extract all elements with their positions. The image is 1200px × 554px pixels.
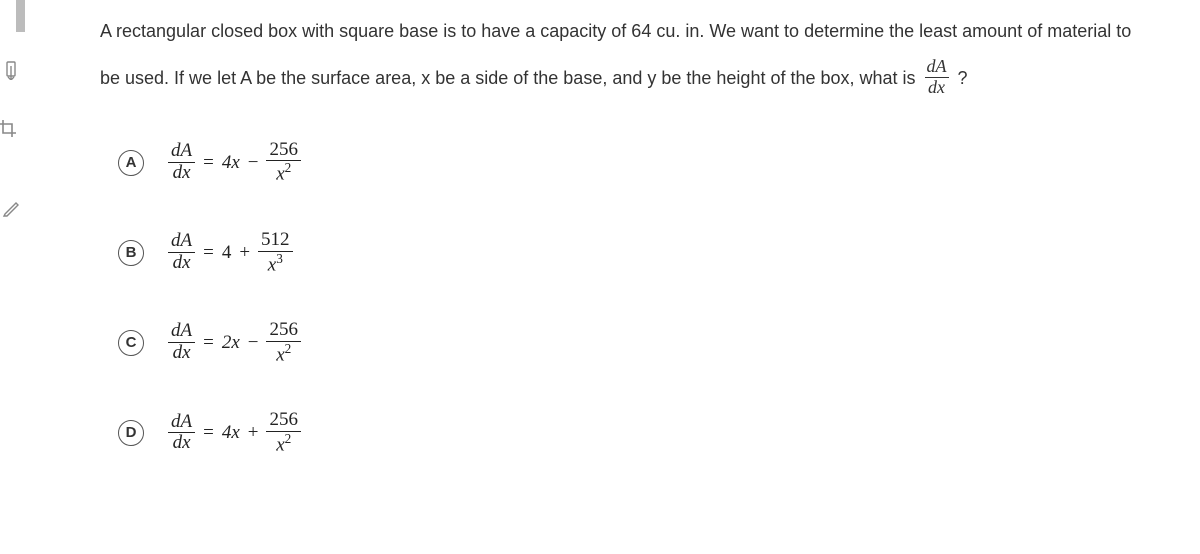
crop-icon[interactable] bbox=[0, 120, 18, 145]
operator: − bbox=[248, 152, 259, 174]
go-to-icon[interactable] bbox=[2, 60, 22, 85]
lhs-fraction: dAdx bbox=[168, 321, 195, 364]
option-math: dAdx = 2x − 256x2 bbox=[168, 320, 301, 366]
question-line-2b: ? bbox=[953, 68, 968, 88]
option-letter: A bbox=[118, 150, 144, 176]
lhs-fraction: dAdx bbox=[168, 231, 195, 274]
option-math: dAdx = 4x + 256x2 bbox=[168, 410, 301, 456]
option-math: dAdx = 4 + 512x3 bbox=[168, 230, 293, 276]
option-letter: B bbox=[118, 240, 144, 266]
equals-sign: = bbox=[203, 242, 214, 264]
operator: − bbox=[248, 332, 259, 354]
option-math: dAdx = 4x − 256x2 bbox=[168, 140, 301, 186]
gray-bar-decoration bbox=[16, 0, 25, 32]
operator: + bbox=[248, 422, 259, 444]
option-d[interactable]: D dAdx = 4x + 256x2 bbox=[118, 410, 1160, 456]
rhs-fraction: 256x2 bbox=[266, 320, 301, 366]
rhs-fraction: 256x2 bbox=[266, 140, 301, 186]
mid-term: 4x bbox=[222, 422, 240, 444]
equals-sign: = bbox=[203, 332, 214, 354]
operator: + bbox=[239, 242, 250, 264]
dA-dx-fraction: dAdx bbox=[925, 57, 949, 98]
lhs-fraction: dAdx bbox=[168, 141, 195, 184]
question-line-2a: be used. If we let A be the surface area… bbox=[100, 68, 921, 88]
option-letter: C bbox=[118, 330, 144, 356]
rhs-fraction: 512x3 bbox=[258, 230, 293, 276]
lhs-fraction: dAdx bbox=[168, 412, 195, 455]
mid-term: 4x bbox=[222, 152, 240, 174]
pen-icon[interactable] bbox=[2, 198, 22, 223]
mid-term: 2x bbox=[222, 332, 240, 354]
question-line-1: A rectangular closed box with square bas… bbox=[100, 8, 1160, 55]
rhs-fraction: 256x2 bbox=[266, 410, 301, 456]
equals-sign: = bbox=[203, 422, 214, 444]
option-letter: D bbox=[118, 420, 144, 446]
equals-sign: = bbox=[203, 152, 214, 174]
options-list: A dAdx = 4x − 256x2 B dAdx = 4 + 512x3 C… bbox=[100, 140, 1160, 456]
mid-term: 4 bbox=[222, 242, 232, 264]
question-text: A rectangular closed box with square bas… bbox=[100, 8, 1160, 102]
option-b[interactable]: B dAdx = 4 + 512x3 bbox=[118, 230, 1160, 276]
left-toolbar bbox=[0, 0, 28, 554]
option-a[interactable]: A dAdx = 4x − 256x2 bbox=[118, 140, 1160, 186]
question-content: A rectangular closed box with square bas… bbox=[100, 8, 1160, 500]
option-c[interactable]: C dAdx = 2x − 256x2 bbox=[118, 320, 1160, 366]
question-line-2: be used. If we let A be the surface area… bbox=[100, 55, 1160, 102]
